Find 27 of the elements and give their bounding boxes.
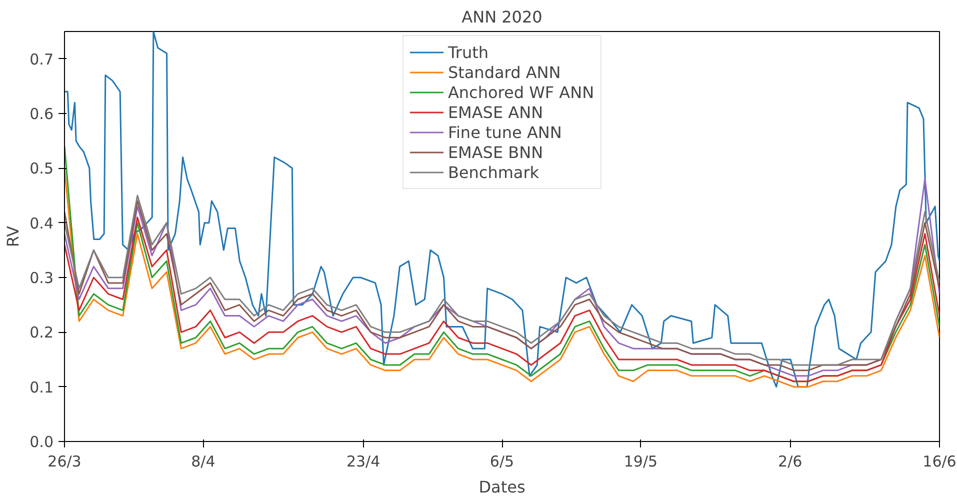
x-tick-label: 6/5 <box>490 452 514 470</box>
legend-label: Standard ANN <box>448 62 561 82</box>
y-tick-label: 0.5 <box>30 160 54 178</box>
x-tick-label: 19/5 <box>624 452 658 470</box>
legend-label: Anchored WF ANN <box>448 82 594 102</box>
legend-label: Fine tune ANN <box>448 122 562 142</box>
y-tick-label: 0.0 <box>30 433 54 451</box>
y-tick-label: 0.3 <box>30 269 54 287</box>
y-tick-label: 0.6 <box>30 105 54 123</box>
legend-label: Benchmark <box>448 162 540 182</box>
line-series <box>64 32 940 388</box>
legend-label: Truth <box>448 42 488 62</box>
y-axis-title: RV <box>4 226 23 248</box>
x-axis-title: Dates <box>478 478 526 496</box>
x-tick-label: 8/4 <box>191 452 216 470</box>
y-tick-label: 0.1 <box>30 378 54 396</box>
y-tick-label: 0.4 <box>30 214 54 232</box>
x-tick-label: 2/6 <box>778 452 802 470</box>
x-tick-label: 23/4 <box>346 452 380 470</box>
legend-label: EMASE BNN <box>448 142 544 162</box>
legend-label: EMASE ANN <box>448 102 544 122</box>
chart-title: ANN 2020 <box>462 8 542 26</box>
x-tick-label: 16/6 <box>922 452 956 470</box>
y-tick-label: 0.2 <box>30 324 54 342</box>
line-series <box>64 216 940 382</box>
y-tick-label: 0.7 <box>30 50 54 68</box>
x-tick-label: 26/3 <box>48 452 82 470</box>
